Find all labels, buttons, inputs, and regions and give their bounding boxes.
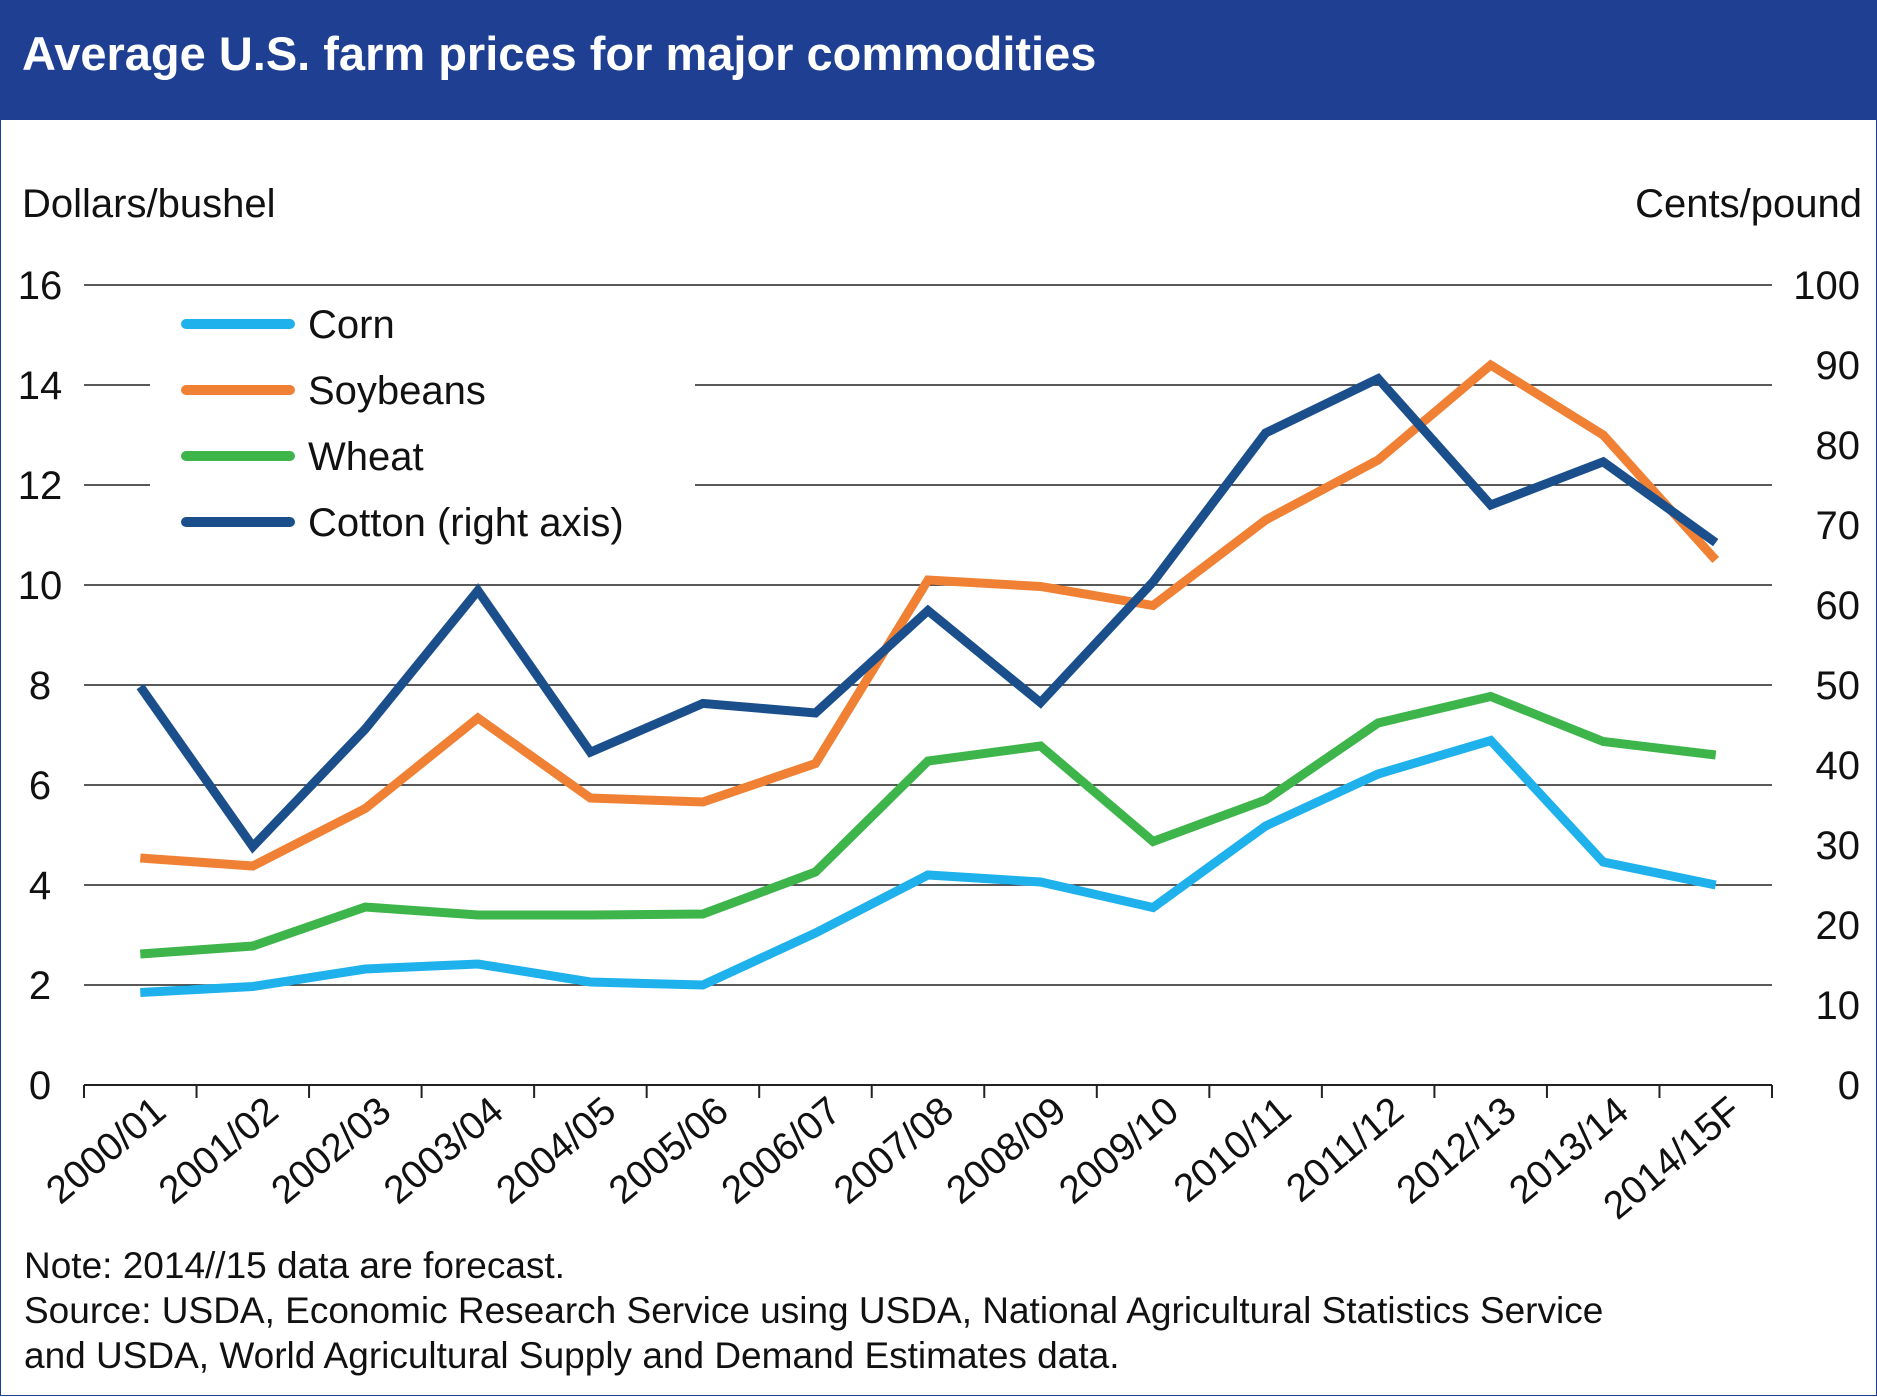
x-tick-label: 2009/10 bbox=[1051, 1089, 1187, 1213]
y-right-tick-label: 30 bbox=[1816, 824, 1861, 868]
x-tick-label: 2008/09 bbox=[939, 1089, 1075, 1213]
x-tick-label: 2001/02 bbox=[151, 1089, 287, 1213]
y-left-tick-label: 6 bbox=[29, 764, 51, 808]
y-left-tick-label: 12 bbox=[18, 464, 63, 508]
y-right-tick-label: 100 bbox=[1793, 264, 1860, 308]
note-text: Note: 2014//15 data are forecast. bbox=[24, 1245, 565, 1286]
legend-label-wheat: Wheat bbox=[308, 435, 424, 479]
chart-title: Average U.S. farm prices for major commo… bbox=[22, 27, 1097, 80]
y-left-tick-label: 14 bbox=[18, 364, 63, 408]
y-left-tick-label: 0 bbox=[29, 1064, 51, 1108]
y-right-tick-label: 50 bbox=[1816, 664, 1861, 708]
y-left-tick-label: 8 bbox=[29, 664, 51, 708]
x-tick-label: 2004/05 bbox=[489, 1089, 625, 1213]
series-line-wheat bbox=[139, 691, 1717, 959]
x-tick-label: 2000/01 bbox=[38, 1089, 174, 1213]
x-tick-label: 2006/07 bbox=[714, 1089, 850, 1213]
y-left-tick-label: 4 bbox=[29, 864, 51, 908]
x-tick-label: 2005/06 bbox=[601, 1089, 737, 1213]
x-tick-label: 2002/03 bbox=[263, 1089, 399, 1213]
series-lines bbox=[136, 359, 1720, 997]
y-right-tick-label: 10 bbox=[1816, 984, 1861, 1028]
y-right-tick-label: 20 bbox=[1816, 904, 1861, 948]
x-tick-label: 2010/11 bbox=[1166, 1089, 1299, 1211]
y-right-tick-label: 60 bbox=[1816, 584, 1861, 628]
y-right-axis-label: Cents/pound bbox=[1635, 182, 1862, 226]
series-line-cotton bbox=[136, 373, 1719, 854]
source-text-line2: and USDA, World Agricultural Supply and … bbox=[24, 1335, 1120, 1376]
x-tick-label: 2003/04 bbox=[376, 1089, 512, 1213]
legend-label-soybeans: Soybeans bbox=[308, 369, 486, 413]
series-line-soybeans bbox=[139, 359, 1720, 871]
y-right-tick-label: 90 bbox=[1816, 344, 1861, 388]
y-left-tick-label: 16 bbox=[18, 264, 63, 308]
y-left-tick-label: 10 bbox=[18, 564, 63, 608]
y-left-tick-label: 2 bbox=[29, 964, 51, 1008]
y-right-tick-label: 80 bbox=[1816, 424, 1861, 468]
title-bar: Average U.S. farm prices for major commo… bbox=[0, 0, 1877, 120]
y-left-axis-label: Dollars/bushel bbox=[22, 182, 275, 226]
legend-label-cotton: Cotton (right axis) bbox=[308, 501, 624, 545]
x-tick-label: 2011/12 bbox=[1278, 1089, 1411, 1211]
y-right-tick-label: 0 bbox=[1838, 1064, 1860, 1108]
source-text-line1: Source: USDA, Economic Research Service … bbox=[24, 1290, 1604, 1331]
x-tick-label: 2007/08 bbox=[826, 1089, 962, 1213]
line-chart: 0 2 4 6 8 10 12 14 16 0 10 20 30 40 50 60 70 80 90 100 Dolla… bbox=[18, 182, 1862, 1228]
y-right-tick-label: 40 bbox=[1816, 744, 1861, 788]
legend-label-corn: Corn bbox=[308, 303, 395, 347]
legend: Corn Soybeans Wheat Cotton (right axis) bbox=[150, 300, 695, 562]
x-tick-label: 2012/13 bbox=[1389, 1089, 1525, 1213]
series-line-corn bbox=[140, 735, 1717, 997]
y-right-tick-label: 70 bbox=[1816, 504, 1861, 548]
